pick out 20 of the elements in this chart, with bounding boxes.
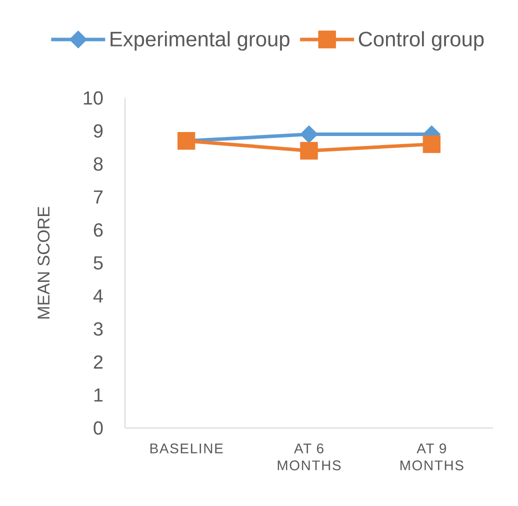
y-axis-title: MEAN SCORE — [38, 206, 50, 319]
y-tick-label: 4 — [93, 289, 103, 302]
y-tick-label: 10 — [84, 91, 103, 105]
legend-label: Experimental group — [110, 31, 290, 51]
y-tick-label: 6 — [94, 223, 103, 237]
point — [422, 135, 441, 154]
y-tick-label: 8 — [94, 157, 103, 171]
x-tick-label: AT 9 MONTHS — [400, 443, 464, 470]
y-tick-label: 2 — [94, 355, 103, 369]
legend-label: Control group — [358, 31, 484, 51]
y-tick-label: 3 — [94, 322, 103, 336]
x-tick-label: AT 6 MONTHS — [278, 443, 341, 470]
y-tick-label: 5 — [94, 256, 103, 270]
y-tick-label: 7 — [94, 190, 103, 204]
point — [300, 142, 318, 160]
x-tick-label: BASELINE — [150, 443, 223, 454]
y-tick-label: 0 — [94, 421, 103, 435]
y-tick-label: 9 — [94, 124, 103, 138]
y-tick-label: 1 — [94, 388, 103, 402]
point — [300, 125, 318, 144]
